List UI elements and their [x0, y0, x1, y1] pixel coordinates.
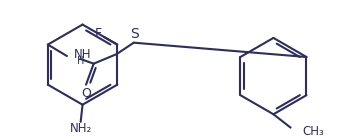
Text: O: O: [81, 87, 91, 100]
Text: CH₃: CH₃: [302, 125, 324, 138]
Text: NH₂: NH₂: [69, 122, 92, 135]
Text: NH: NH: [74, 48, 91, 61]
Text: H: H: [78, 56, 85, 66]
Text: F: F: [95, 27, 102, 40]
Text: S: S: [130, 27, 139, 41]
